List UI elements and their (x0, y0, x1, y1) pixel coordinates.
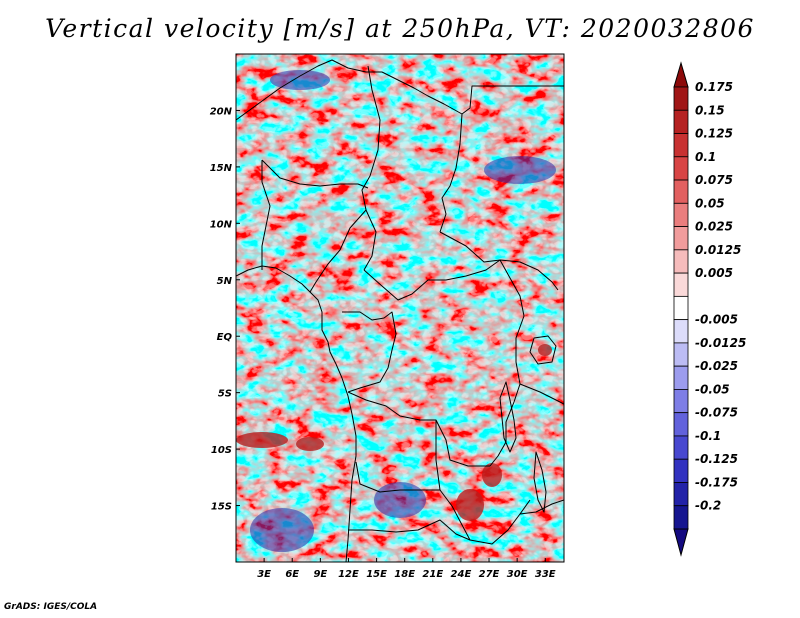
colorbar-swatch (673, 133, 689, 158)
border-egypt-sudan (461, 85, 564, 115)
descent-patch-south-central (374, 482, 426, 518)
border-benin-togo (261, 160, 271, 270)
lon-tick-label: 21E (422, 569, 443, 580)
colorbar-swatch (673, 86, 689, 111)
lat-tick-label: 5S (218, 389, 232, 400)
colorbar-label: 0.05 (695, 196, 725, 210)
colorbar-label: -0.1 (695, 429, 721, 443)
colorbar-swatch (673, 179, 689, 204)
colorbar-label: 0.005 (695, 266, 733, 280)
colorbar-under-arrow (673, 528, 689, 557)
border-nigeria-cameroon (309, 209, 367, 293)
colorbar-label: 0.0125 (695, 243, 741, 257)
border-drc-south (347, 391, 490, 467)
lat-tick-label: 15S (211, 502, 232, 513)
descent-patch-north (270, 70, 330, 90)
map-title: Vertical velocity [m/s] at 250hPa, VT: 2… (45, 14, 755, 43)
lon-tick-label: 12E (338, 569, 359, 580)
strong-ascent-patch-southwest-2 (296, 437, 324, 451)
strong-ascent-patch-southeast (456, 489, 484, 521)
lat-tick-label: 10N (210, 219, 233, 230)
coastline-west-africa (236, 265, 357, 562)
border-angola (355, 420, 441, 493)
colorbar-label: 0.025 (695, 220, 733, 234)
lon-tick-label: 15E (366, 569, 387, 580)
colorbar-swatch (673, 458, 689, 483)
colorbar-label: -0.005 (695, 313, 738, 327)
colorbar-label: -0.05 (695, 382, 730, 396)
latitude-axis: 20N 15N 10N 5N EQ 5S 10S 15S (210, 106, 240, 513)
colorbar-swatch (673, 156, 689, 181)
descent-patch-southwest (250, 508, 314, 552)
descent-patch-northeast (484, 156, 556, 184)
footer-credit: GrADS: IGES/COLA (4, 602, 98, 612)
lat-tick-label: 5N (217, 276, 233, 287)
colorbar-label: 0.175 (695, 80, 733, 94)
colorbar-swatch (673, 109, 689, 134)
strong-ascent-patch-lakes (538, 344, 552, 356)
lon-tick-label: 18E (394, 569, 415, 580)
colorbar-swatch (673, 319, 689, 344)
velocity-field-white-filaments (236, 54, 564, 562)
colorbar-swatch (673, 272, 689, 297)
colorbar-label: -0.2 (695, 499, 721, 513)
border-tanzania (519, 383, 564, 405)
colorbar-swatch (673, 505, 689, 530)
strong-ascent-patch-southeast-2 (482, 463, 502, 487)
colorbar-label: -0.075 (695, 406, 738, 420)
border-angola-south (348, 519, 471, 541)
lake-malawi (533, 451, 547, 513)
border-south-sudan (439, 231, 559, 291)
lat-tick-label: 10S (211, 445, 232, 456)
lon-tick-label: 9E (313, 569, 327, 580)
colorbar-label: -0.0125 (695, 336, 746, 350)
colorbar-swatch (673, 389, 689, 414)
colorbar-label: -0.125 (695, 452, 738, 466)
lon-tick-label: 3E (257, 569, 271, 580)
colorbar-swatch (673, 226, 689, 251)
colorbar-swatch (673, 412, 689, 437)
colorbar-over-arrow (673, 61, 689, 88)
lake-tanganyika (499, 381, 517, 453)
colorbar-swatch (673, 295, 689, 321)
border-car (363, 259, 501, 301)
border-drc-east (489, 259, 525, 467)
colorbar-swatch (673, 342, 689, 367)
colorbar-label: -0.175 (695, 475, 738, 489)
border-niger-nigeria (261, 159, 369, 189)
lon-tick-label: 33E (535, 569, 556, 580)
lat-tick-label: EQ (217, 332, 233, 343)
colorbar-label: 0.15 (695, 103, 725, 117)
colorbar-label: -0.025 (695, 359, 738, 373)
lon-tick-label: 24E (451, 569, 472, 580)
strong-ascent-patches (236, 344, 552, 521)
colorbar-label: 0.125 (695, 127, 733, 141)
colorbar-swatch (673, 435, 689, 460)
colorbar-label: 0.1 (695, 150, 716, 164)
colorbar-swatch (673, 249, 689, 274)
lon-tick-label: 30E (507, 569, 528, 580)
strong-ascent-patch-southwest (236, 432, 288, 448)
colorbar-swatch (673, 482, 689, 507)
lat-tick-label: 20N (210, 106, 233, 117)
political-boundaries (236, 59, 564, 562)
map-frame (235, 53, 565, 563)
colorbar-swatch (673, 202, 689, 227)
border-chad-west (361, 65, 381, 271)
lat-tick-label: 15N (210, 163, 233, 174)
longitude-axis: 3E 6E 9E 12E 15E 18E 21E 24E 27E 30E 33E (257, 558, 556, 580)
colorbar-swatch (673, 365, 689, 390)
map-plot-area (236, 54, 564, 562)
lon-tick-label: 27E (479, 569, 500, 580)
border-sudan-west (439, 113, 463, 233)
border-congo (342, 311, 397, 393)
lon-tick-label: 6E (285, 569, 299, 580)
colorbar-label: 0.075 (695, 173, 733, 187)
colorbar: 0.175 0.15 0.125 0.1 0.075 0.05 0.025 0.0125 0.0… (673, 61, 746, 557)
border-north-1 (236, 59, 463, 121)
lake-victoria (529, 335, 557, 365)
